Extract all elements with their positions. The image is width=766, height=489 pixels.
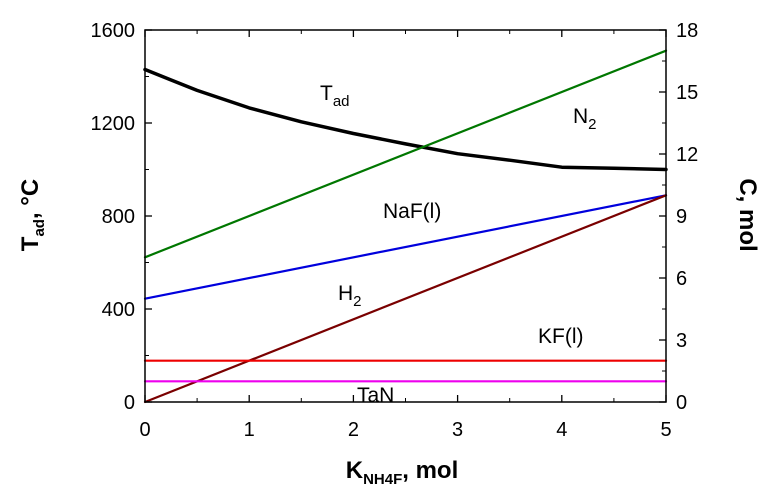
y-left-tick-label: 1200	[91, 113, 136, 135]
y-right-tick-label: 9	[676, 206, 687, 228]
series-label-kf-l: KF(l)	[538, 325, 584, 348]
y-left-tick-label: 400	[102, 299, 135, 321]
x-tick-label: 3	[452, 419, 463, 441]
y-left-tick-label: 1600	[91, 20, 136, 42]
series-label-tan: TaN	[357, 384, 394, 407]
y-right-tick-label: 0	[676, 392, 687, 414]
x-tick-label: 1	[244, 419, 255, 441]
x-tick-label: 5	[660, 419, 671, 441]
y-right-tick-label: 3	[676, 330, 687, 352]
series-line-n2	[143, 49, 668, 259]
y-right-tick-label: 12	[676, 144, 698, 166]
x-tick-label: 2	[348, 419, 359, 441]
y-left-tick-label: 800	[102, 206, 135, 228]
series-labels: Tad N2 NaF(l) H2 KF(l) TaN	[320, 82, 597, 407]
x-axis-title: KNH4F, mol	[346, 457, 459, 488]
series-lines	[143, 49, 668, 404]
series-label-naf-l: NaF(l)	[383, 200, 441, 223]
y-left-axis-title: Tad, °C	[17, 179, 48, 251]
series-line-h2	[143, 194, 668, 404]
x-tick-label: 4	[556, 419, 567, 441]
series-label-n2: N2	[573, 105, 597, 133]
series-label-h2: H2	[338, 282, 362, 310]
y-left-tick-label: 0	[124, 392, 135, 414]
series-line-naf-l	[143, 194, 668, 300]
y-right-tick-label: 15	[676, 82, 698, 104]
x-tick-label: 0	[139, 419, 150, 441]
series-line-t-ad	[143, 67, 668, 172]
y-right-tick-label: 18	[676, 20, 698, 42]
y-right-tick-label: 6	[676, 268, 687, 290]
series-label-t-ad: Tad	[320, 82, 350, 110]
y-right-axis-title: C, mol	[734, 178, 761, 251]
